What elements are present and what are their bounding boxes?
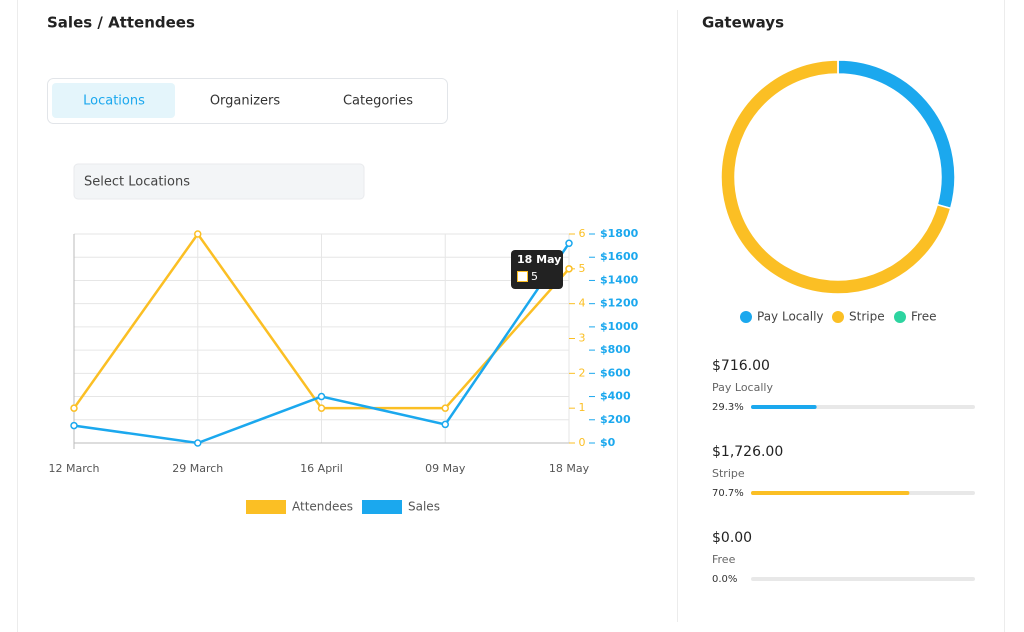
y2-tick-label: $600 xyxy=(600,366,631,379)
tab[interactable]: Categories xyxy=(343,94,413,109)
y2-tick-label: $400 xyxy=(600,390,631,403)
gateway-amount: $1,726.00 xyxy=(712,444,783,460)
point xyxy=(441,420,449,429)
y-tick-label: 0 xyxy=(579,436,586,449)
gateway-percent: 70.7% xyxy=(712,488,744,499)
select-placeholder[interactable]: Select Locations xyxy=(84,175,190,190)
legend-dot xyxy=(740,311,752,323)
tooltip-value: 5 xyxy=(531,270,538,283)
x-tick-label: 18 May xyxy=(549,462,590,475)
y2-tick-label: $1000 xyxy=(600,320,639,333)
gateway-percent: 29.3% xyxy=(712,402,744,413)
point xyxy=(194,230,202,238)
x-tick-label: 29 March xyxy=(172,462,223,475)
point xyxy=(317,404,326,412)
y2-tick-label: $0 xyxy=(600,436,616,449)
tab[interactable]: Organizers xyxy=(210,94,281,109)
gateway-name: Free xyxy=(712,553,736,566)
y2-tick-label: $800 xyxy=(600,343,631,356)
point xyxy=(194,439,202,447)
legend-dot xyxy=(832,311,844,323)
gateway-amount: $716.00 xyxy=(712,358,770,374)
legend-swatch xyxy=(362,500,402,514)
tab[interactable]: Locations xyxy=(83,94,145,109)
point xyxy=(317,392,326,401)
point xyxy=(70,421,78,430)
legend-label: Free xyxy=(911,310,936,324)
panel-title: Sales / Attendees xyxy=(47,14,195,32)
y-tick-label: 6 xyxy=(579,227,586,240)
gateway-percent: 0.0% xyxy=(712,574,737,585)
x-tick-label: 12 March xyxy=(48,462,99,475)
legend-label: Attendees xyxy=(292,500,353,514)
x-tick-label: 09 May xyxy=(425,462,466,475)
point xyxy=(565,239,573,248)
point xyxy=(565,265,573,273)
legend-label: Pay Locally xyxy=(757,310,824,324)
y-tick-label: 4 xyxy=(579,297,586,310)
y-tick-label: 3 xyxy=(579,332,586,345)
gateway-name: Pay Locally xyxy=(712,381,773,394)
tooltip: 18 May 5 xyxy=(511,250,563,289)
legend-dot xyxy=(894,311,906,323)
progress-bar xyxy=(751,405,817,409)
progress-bar xyxy=(751,491,910,495)
panel-title: Gateways xyxy=(702,14,784,32)
gateway-amount: $0.00 xyxy=(712,530,752,546)
y2-tick-label: $200 xyxy=(600,413,631,426)
x-tick-label: 16 April xyxy=(300,462,343,475)
select-box[interactable] xyxy=(73,163,365,200)
y2-tick-label: $1600 xyxy=(600,250,639,263)
y2-tick-label: $1200 xyxy=(600,297,639,310)
tab-active-bg xyxy=(52,83,175,118)
y-tick-label: 2 xyxy=(579,366,586,379)
point xyxy=(70,404,78,412)
legend-swatch xyxy=(246,500,286,514)
legend-label: Sales xyxy=(408,500,440,514)
tooltip-swatch xyxy=(517,271,528,282)
progress-track xyxy=(751,577,975,581)
point xyxy=(441,404,449,412)
y-tick-label: 5 xyxy=(579,262,586,275)
tooltip-title: 18 May xyxy=(517,253,561,266)
y2-tick-label: $1400 xyxy=(600,273,639,286)
gateway-name: Stripe xyxy=(712,467,745,480)
donut-slice xyxy=(837,59,956,210)
legend-label: Stripe xyxy=(849,310,885,324)
y-tick-label: 1 xyxy=(579,401,586,414)
y2-tick-label: $1800 xyxy=(600,227,639,240)
